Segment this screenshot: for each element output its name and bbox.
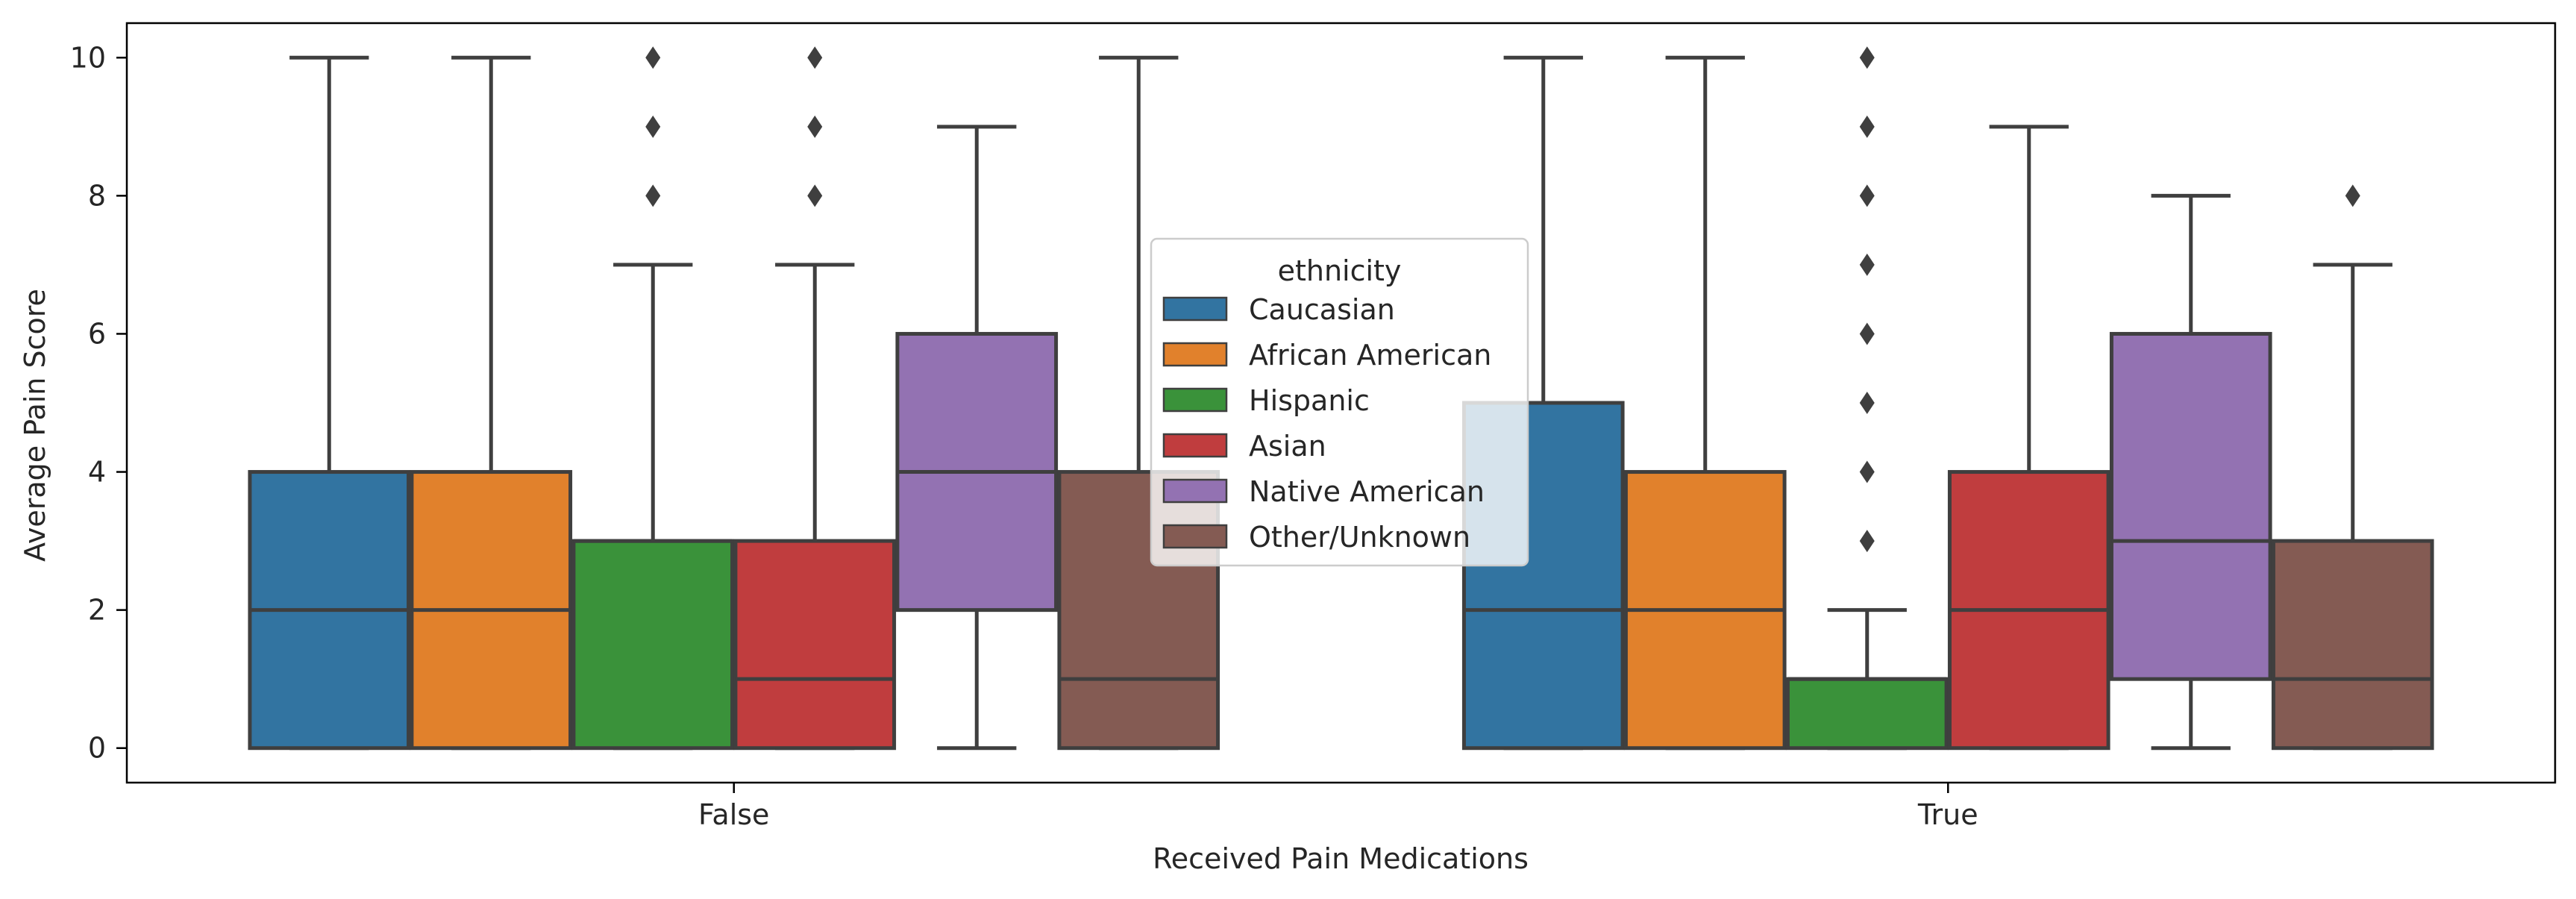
legend-swatch (1162, 296, 1228, 322)
outlier-point (807, 46, 823, 69)
box-body (2271, 539, 2434, 751)
x-tick-label: False (698, 798, 769, 831)
y-tick-label: 10 (70, 41, 106, 74)
legend-swatch (1162, 342, 1228, 367)
outlier-point (1859, 46, 1875, 69)
y-tick-label: 4 (88, 456, 106, 489)
axes-frame (125, 22, 2557, 784)
box-body (2109, 331, 2272, 681)
legend-swatch (1162, 387, 1228, 413)
plot-frame (125, 22, 2557, 784)
box-5-1 (2271, 184, 2434, 751)
outlier-point (2345, 184, 2360, 207)
outlier-point (1859, 115, 1875, 138)
box-1-0 (410, 55, 573, 751)
legend-box (1150, 237, 1529, 567)
box-3-1 (1947, 125, 2110, 751)
box-4-0 (895, 125, 1059, 751)
legend: ethnicity Caucasian African American Hispan… (1150, 237, 1529, 567)
y-tick-label: 6 (88, 317, 106, 350)
outlier-point (807, 115, 823, 138)
y-axis-label: Average Pain Score (19, 289, 51, 562)
box-0-0 (248, 55, 411, 751)
legend-label: Native American (1249, 475, 1485, 508)
outlier-point (1859, 184, 1875, 207)
outlier-point (1859, 530, 1875, 553)
outlier-point (1859, 322, 1875, 345)
legend-title: ethnicity (1278, 254, 1402, 287)
box-3-0 (733, 46, 897, 751)
y-tick-label: 8 (88, 179, 106, 212)
outlier-point (1859, 460, 1875, 483)
legend-label: Other/Unknown (1249, 521, 1470, 554)
legend-label: Asian (1249, 430, 1326, 463)
y-tick-label: 0 (88, 732, 106, 765)
outlier-point (645, 46, 661, 69)
legend-label: African American (1249, 339, 1491, 372)
x-tick-label: True (1917, 798, 1978, 831)
legend-swatch (1162, 524, 1228, 549)
y-tick-label: 2 (88, 594, 106, 627)
outlier-point (1859, 392, 1875, 414)
box-body (733, 539, 897, 751)
box-body (1785, 677, 1949, 751)
boxes-layer (248, 46, 2434, 751)
box-1-1 (1623, 55, 1787, 751)
outlier-point (645, 184, 661, 207)
legend-swatch (1162, 478, 1228, 504)
legend-swatch (1162, 433, 1228, 458)
legend-label: Hispanic (1249, 384, 1370, 417)
box-2-0 (571, 46, 735, 751)
x-axis-label: Received Pain Medications (1153, 842, 1529, 875)
outlier-point (1859, 253, 1875, 276)
box-body (571, 539, 735, 751)
outlier-point (807, 184, 823, 207)
legend-label: Caucasian (1249, 293, 1395, 326)
box-2-1 (1785, 46, 1949, 751)
outlier-point (645, 115, 661, 138)
axis-ticks: 0 2 4 6 8 10 False True (70, 41, 1978, 831)
box-4-1 (2109, 193, 2272, 751)
